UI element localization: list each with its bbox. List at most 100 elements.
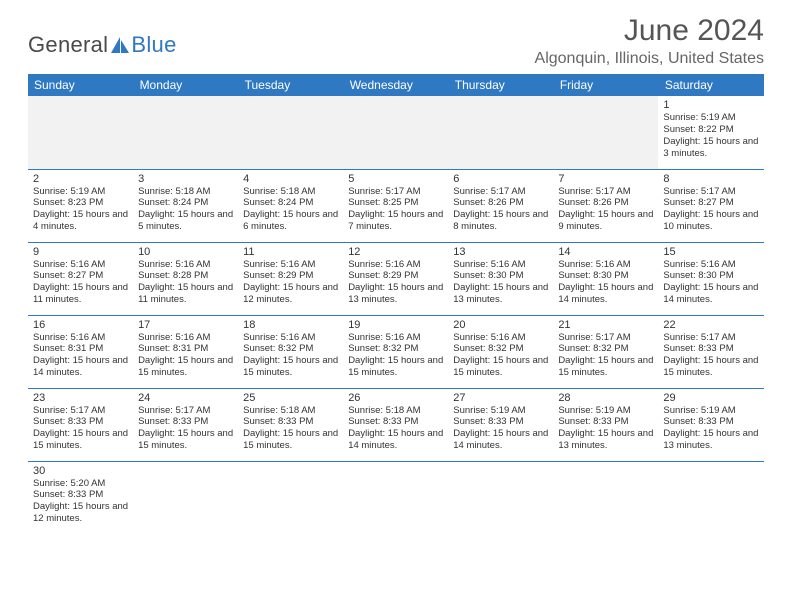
day-number: 24 bbox=[138, 392, 233, 404]
day-info: Sunrise: 5:17 AMSunset: 8:33 PMDaylight:… bbox=[33, 405, 128, 453]
sunrise: Sunrise: 5:17 AM bbox=[453, 186, 548, 198]
calendar-cell: 21Sunrise: 5:17 AMSunset: 8:32 PMDayligh… bbox=[553, 315, 658, 388]
daylight: Daylight: 15 hours and 15 minutes. bbox=[33, 428, 128, 452]
calendar-cell: 2Sunrise: 5:19 AMSunset: 8:23 PMDaylight… bbox=[28, 169, 133, 242]
daylight: Daylight: 15 hours and 5 minutes. bbox=[138, 209, 233, 233]
calendar-cell bbox=[553, 96, 658, 169]
daylight: Daylight: 15 hours and 15 minutes. bbox=[243, 428, 338, 452]
sunrise: Sunrise: 5:19 AM bbox=[663, 112, 758, 124]
calendar-body: 1Sunrise: 5:19 AMSunset: 8:22 PMDaylight… bbox=[28, 96, 764, 534]
sunrise: Sunrise: 5:19 AM bbox=[33, 186, 128, 198]
title-block: June 2024 Algonquin, Illinois, United St… bbox=[535, 14, 764, 68]
day-info: Sunrise: 5:16 AMSunset: 8:30 PMDaylight:… bbox=[453, 259, 548, 307]
sunset: Sunset: 8:29 PM bbox=[348, 270, 443, 282]
day-number: 3 bbox=[138, 173, 233, 185]
daylight: Daylight: 15 hours and 14 minutes. bbox=[348, 428, 443, 452]
sunrise: Sunrise: 5:16 AM bbox=[663, 259, 758, 271]
day-number: 23 bbox=[33, 392, 128, 404]
location: Algonquin, Illinois, United States bbox=[535, 50, 764, 68]
calendar-cell bbox=[658, 461, 763, 534]
day-info: Sunrise: 5:16 AMSunset: 8:29 PMDaylight:… bbox=[348, 259, 443, 307]
day-info: Sunrise: 5:17 AMSunset: 8:32 PMDaylight:… bbox=[558, 332, 653, 380]
sunset: Sunset: 8:33 PM bbox=[138, 416, 233, 428]
calendar-cell: 13Sunrise: 5:16 AMSunset: 8:30 PMDayligh… bbox=[448, 242, 553, 315]
calendar-cell: 15Sunrise: 5:16 AMSunset: 8:30 PMDayligh… bbox=[658, 242, 763, 315]
sunrise: Sunrise: 5:16 AM bbox=[453, 259, 548, 271]
sunrise: Sunrise: 5:17 AM bbox=[33, 405, 128, 417]
sunrise: Sunrise: 5:18 AM bbox=[243, 186, 338, 198]
daylight: Daylight: 15 hours and 14 minutes. bbox=[453, 428, 548, 452]
sunrise: Sunrise: 5:16 AM bbox=[33, 259, 128, 271]
day-number: 7 bbox=[558, 173, 653, 185]
sunrise: Sunrise: 5:16 AM bbox=[348, 332, 443, 344]
day-number: 22 bbox=[663, 319, 758, 331]
sunset: Sunset: 8:33 PM bbox=[453, 416, 548, 428]
sunrise: Sunrise: 5:17 AM bbox=[558, 332, 653, 344]
weekday-header: Wednesday bbox=[343, 74, 448, 96]
calendar-cell bbox=[553, 461, 658, 534]
day-number: 6 bbox=[453, 173, 548, 185]
daylight: Daylight: 15 hours and 4 minutes. bbox=[33, 209, 128, 233]
daylight: Daylight: 15 hours and 15 minutes. bbox=[138, 428, 233, 452]
day-info: Sunrise: 5:16 AMSunset: 8:29 PMDaylight:… bbox=[243, 259, 338, 307]
daylight: Daylight: 15 hours and 11 minutes. bbox=[138, 282, 233, 306]
calendar-cell bbox=[343, 461, 448, 534]
sunrise: Sunrise: 5:17 AM bbox=[138, 405, 233, 417]
sunset: Sunset: 8:27 PM bbox=[33, 270, 128, 282]
day-info: Sunrise: 5:16 AMSunset: 8:27 PMDaylight:… bbox=[33, 259, 128, 307]
day-number: 4 bbox=[243, 173, 338, 185]
day-number: 25 bbox=[243, 392, 338, 404]
daylight: Daylight: 15 hours and 13 minutes. bbox=[558, 428, 653, 452]
calendar-cell: 10Sunrise: 5:16 AMSunset: 8:28 PMDayligh… bbox=[133, 242, 238, 315]
sail-icon bbox=[110, 36, 130, 54]
sunrise: Sunrise: 5:18 AM bbox=[138, 186, 233, 198]
day-info: Sunrise: 5:16 AMSunset: 8:31 PMDaylight:… bbox=[33, 332, 128, 380]
calendar-cell bbox=[133, 461, 238, 534]
sunrise: Sunrise: 5:20 AM bbox=[33, 478, 128, 490]
day-number: 9 bbox=[33, 246, 128, 258]
daylight: Daylight: 15 hours and 13 minutes. bbox=[663, 428, 758, 452]
day-info: Sunrise: 5:17 AMSunset: 8:33 PMDaylight:… bbox=[138, 405, 233, 453]
sunrise: Sunrise: 5:16 AM bbox=[243, 332, 338, 344]
sunrise: Sunrise: 5:19 AM bbox=[663, 405, 758, 417]
day-info: Sunrise: 5:16 AMSunset: 8:30 PMDaylight:… bbox=[663, 259, 758, 307]
daylight: Daylight: 15 hours and 14 minutes. bbox=[33, 355, 128, 379]
sunrise: Sunrise: 5:19 AM bbox=[453, 405, 548, 417]
calendar-cell bbox=[28, 96, 133, 169]
page: General Blue June 2024 Algonquin, Illino… bbox=[0, 0, 792, 534]
calendar-week-row: 2Sunrise: 5:19 AMSunset: 8:23 PMDaylight… bbox=[28, 169, 764, 242]
calendar-cell: 6Sunrise: 5:17 AMSunset: 8:26 PMDaylight… bbox=[448, 169, 553, 242]
calendar-cell bbox=[238, 461, 343, 534]
day-number: 20 bbox=[453, 319, 548, 331]
day-number: 2 bbox=[33, 173, 128, 185]
sunset: Sunset: 8:22 PM bbox=[663, 124, 758, 136]
calendar-cell: 9Sunrise: 5:16 AMSunset: 8:27 PMDaylight… bbox=[28, 242, 133, 315]
daylight: Daylight: 15 hours and 9 minutes. bbox=[558, 209, 653, 233]
sunrise: Sunrise: 5:16 AM bbox=[33, 332, 128, 344]
calendar-cell: 24Sunrise: 5:17 AMSunset: 8:33 PMDayligh… bbox=[133, 388, 238, 461]
calendar-cell: 18Sunrise: 5:16 AMSunset: 8:32 PMDayligh… bbox=[238, 315, 343, 388]
day-info: Sunrise: 5:18 AMSunset: 8:33 PMDaylight:… bbox=[348, 405, 443, 453]
daylight: Daylight: 15 hours and 15 minutes. bbox=[348, 355, 443, 379]
calendar-cell: 27Sunrise: 5:19 AMSunset: 8:33 PMDayligh… bbox=[448, 388, 553, 461]
calendar-cell: 26Sunrise: 5:18 AMSunset: 8:33 PMDayligh… bbox=[343, 388, 448, 461]
day-info: Sunrise: 5:19 AMSunset: 8:33 PMDaylight:… bbox=[558, 405, 653, 453]
calendar-cell: 14Sunrise: 5:16 AMSunset: 8:30 PMDayligh… bbox=[553, 242, 658, 315]
weekday-header: Saturday bbox=[658, 74, 763, 96]
calendar-week-row: 9Sunrise: 5:16 AMSunset: 8:27 PMDaylight… bbox=[28, 242, 764, 315]
day-info: Sunrise: 5:17 AMSunset: 8:26 PMDaylight:… bbox=[558, 186, 653, 234]
day-info: Sunrise: 5:16 AMSunset: 8:32 PMDaylight:… bbox=[348, 332, 443, 380]
weekday-header: Friday bbox=[553, 74, 658, 96]
calendar-cell: 3Sunrise: 5:18 AMSunset: 8:24 PMDaylight… bbox=[133, 169, 238, 242]
day-number: 19 bbox=[348, 319, 443, 331]
day-number: 18 bbox=[243, 319, 338, 331]
day-number: 12 bbox=[348, 246, 443, 258]
sunset: Sunset: 8:26 PM bbox=[558, 197, 653, 209]
sunrise: Sunrise: 5:17 AM bbox=[663, 186, 758, 198]
sunset: Sunset: 8:31 PM bbox=[33, 343, 128, 355]
calendar-week-row: 30Sunrise: 5:20 AMSunset: 8:33 PMDayligh… bbox=[28, 461, 764, 534]
calendar-cell: 23Sunrise: 5:17 AMSunset: 8:33 PMDayligh… bbox=[28, 388, 133, 461]
daylight: Daylight: 15 hours and 15 minutes. bbox=[138, 355, 233, 379]
daylight: Daylight: 15 hours and 14 minutes. bbox=[558, 282, 653, 306]
sunset: Sunset: 8:32 PM bbox=[348, 343, 443, 355]
